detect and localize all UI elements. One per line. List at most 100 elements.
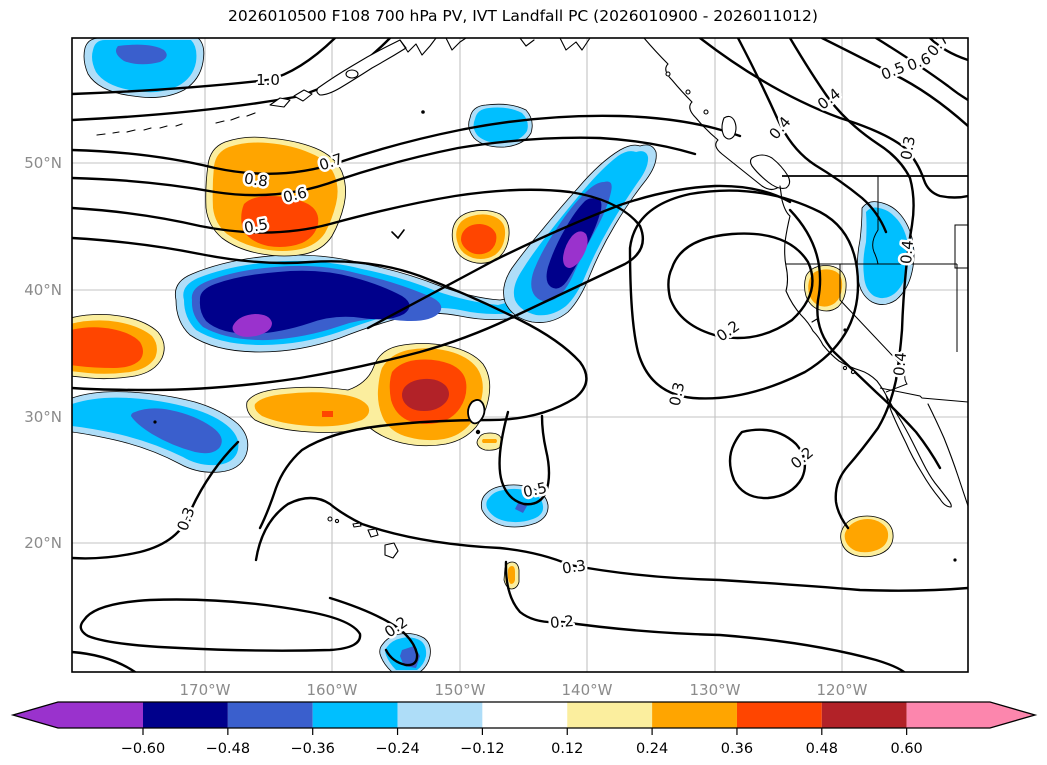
aleutian-island xyxy=(293,89,313,102)
colorbar-tick-label: 0.24 xyxy=(636,741,668,757)
coastal-islet xyxy=(703,109,709,115)
contour-line xyxy=(72,136,697,197)
filled-region xyxy=(254,392,370,427)
x-tick-label: 160°W xyxy=(307,681,358,699)
filled-region xyxy=(461,224,497,255)
y-tick-label: 40°N xyxy=(24,281,62,299)
vancouver-island xyxy=(749,154,791,189)
colorbar-segment xyxy=(567,702,653,728)
filled-region xyxy=(402,378,449,411)
contour-line xyxy=(254,496,968,592)
y-tick-label: 20°N xyxy=(24,534,62,552)
filled-region xyxy=(515,503,527,513)
small-closed-contour xyxy=(467,399,486,425)
contour-label: 0.2 xyxy=(787,443,817,472)
small-contour-dot xyxy=(953,558,957,562)
contour-line xyxy=(788,208,942,470)
kodiak-island xyxy=(345,69,359,79)
colorbar-segment xyxy=(482,702,568,728)
colorbar-tick-label: −0.48 xyxy=(206,741,250,757)
contour-label: 0.2 xyxy=(549,612,574,632)
contour-line xyxy=(874,38,968,102)
small-contour-dot xyxy=(153,420,157,424)
contour-line xyxy=(628,189,860,400)
filled-contour-regions xyxy=(72,38,915,672)
colorbar-tick-label: 0.36 xyxy=(721,741,753,757)
wa-id-border xyxy=(872,176,879,265)
contour-line xyxy=(728,428,807,500)
x-tick-label: 150°W xyxy=(435,681,486,699)
alaska-peninsula xyxy=(316,39,407,96)
colorbar-tick-label: −0.36 xyxy=(290,741,334,757)
filled-region xyxy=(863,207,909,299)
contour-label: 0.4 xyxy=(890,351,910,376)
contour-label: 0.3 xyxy=(666,380,689,407)
contour-label: 0.4 xyxy=(765,113,794,143)
channel-island xyxy=(850,369,856,375)
filled-region xyxy=(563,231,588,268)
axis-tick-labels: 170°W 160°W 150°W 140°W 130°W 120°W 50°N 40°N 30… xyxy=(24,154,867,699)
aleutian-island xyxy=(269,97,291,108)
channel-island xyxy=(842,365,848,371)
hawaii-oahu xyxy=(334,518,340,524)
hawaii-molokai xyxy=(352,522,362,528)
y-tick-label: 50°N xyxy=(24,154,62,172)
contour-line xyxy=(79,598,362,652)
verification-box xyxy=(954,224,968,269)
plot-frame xyxy=(71,37,969,673)
colorbar-outline xyxy=(10,701,1038,729)
filled-region xyxy=(241,196,319,247)
contour-line xyxy=(366,184,792,330)
small-contour-dot xyxy=(843,328,847,332)
contour-line xyxy=(788,38,915,530)
us-mexico-border xyxy=(879,387,968,403)
filled-region xyxy=(72,327,143,368)
san-francisco-bay xyxy=(811,318,820,326)
contour-line xyxy=(72,38,337,96)
colorbar-tick-label: 0.12 xyxy=(551,741,583,757)
colorbar-tick-label: −0.60 xyxy=(121,741,165,757)
filled-region xyxy=(508,566,515,584)
x-tick-label: 170°W xyxy=(180,681,231,699)
colorbar-segment xyxy=(736,702,822,728)
colorbar-under-arrow xyxy=(13,702,143,728)
coastal-islet xyxy=(665,71,671,77)
contour-label: 1.0 xyxy=(256,71,280,89)
us-west-coast xyxy=(779,185,952,508)
colorbar-segment xyxy=(312,702,398,728)
contour-line xyxy=(72,440,240,560)
contour-line xyxy=(328,596,419,667)
small-contour-dot xyxy=(475,429,481,435)
colorbar-segment xyxy=(143,702,228,728)
filled-region xyxy=(473,107,528,144)
contour-label: 0.3 xyxy=(897,135,919,162)
colorbar-segment xyxy=(821,702,907,728)
colorbar-tick-label: 0.60 xyxy=(891,741,923,757)
contour-line xyxy=(820,38,968,128)
aleutian-islands xyxy=(96,112,256,136)
filled-region xyxy=(322,411,333,417)
contour-line xyxy=(667,232,814,340)
colorbar-segment xyxy=(397,702,483,728)
contour-label: 0.2 xyxy=(713,317,743,345)
ca-nv-border xyxy=(839,264,908,393)
chart-title: 2026010500 F108 700 hPa PV, IVT Landfall… xyxy=(228,7,818,25)
colorbar-segment xyxy=(652,702,737,728)
filled-region xyxy=(232,314,272,337)
colorbar-over-arrow xyxy=(906,702,1035,728)
hawaii-kauai xyxy=(327,516,333,522)
filled-region xyxy=(482,439,497,443)
contour-line xyxy=(504,560,906,672)
contour-line xyxy=(928,38,968,62)
contour-label: 0.4 xyxy=(897,239,917,264)
filled-region xyxy=(844,519,889,553)
contour-line xyxy=(498,410,551,506)
contour-label: 0.8 xyxy=(243,169,269,190)
contour-line xyxy=(72,188,645,392)
x-tick-label: 120°W xyxy=(817,681,868,699)
coastal-islet xyxy=(685,89,691,95)
hawaii-big-island xyxy=(384,542,399,559)
y-tick-label: 30°N xyxy=(24,408,62,426)
